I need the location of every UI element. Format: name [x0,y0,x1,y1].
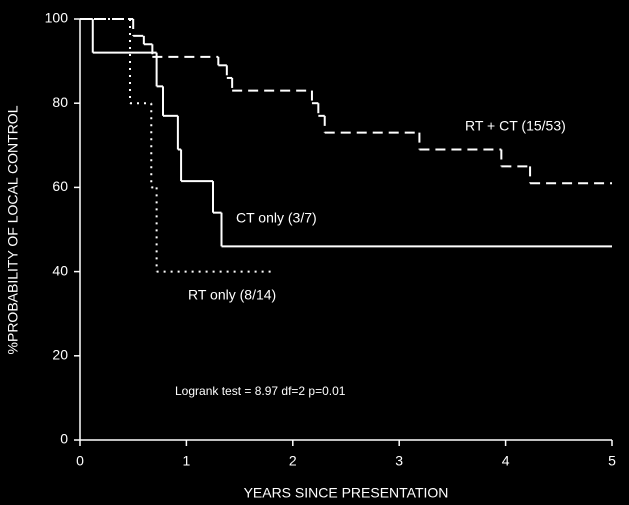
y-tick-label: 100 [45,10,69,26]
series-label: RT only (8/14) [188,287,276,303]
x-tick-label: 4 [502,453,510,469]
series-label: CT only (3/7) [236,210,317,226]
x-axis-label: YEARS SINCE PRESENTATION [244,485,449,501]
y-axis-label: %PROBABILITY OF LOCAL CONTROL [5,105,21,354]
y-tick-label: 40 [52,262,68,278]
x-tick-label: 2 [289,453,297,469]
y-tick-label: 60 [52,178,68,194]
y-tick-label: 20 [52,347,68,363]
x-tick-label: 1 [183,453,191,469]
annotation: Logrank test = 8.97 df=2 p=0.01 [175,384,346,398]
x-tick-label: 3 [395,453,403,469]
x-tick-label: 0 [76,453,84,469]
x-tick-label: 5 [608,453,616,469]
series-label: RT + CT (15/53) [465,118,566,134]
y-tick-label: 0 [60,431,68,447]
y-tick-label: 80 [52,94,68,110]
